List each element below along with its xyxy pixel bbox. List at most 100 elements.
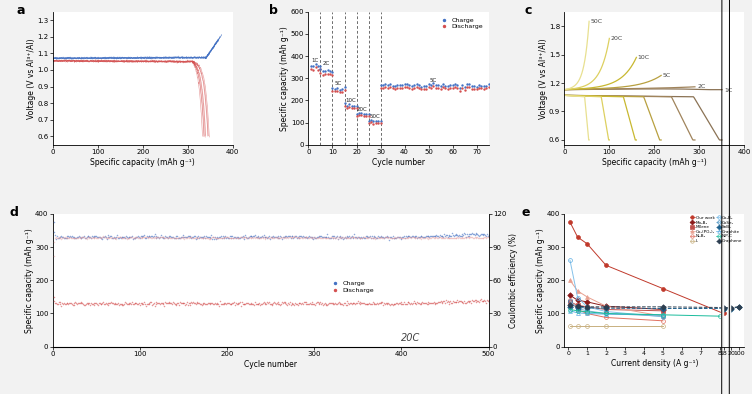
Point xyxy=(312,234,324,241)
Point xyxy=(284,233,296,239)
Point xyxy=(299,299,311,305)
Point xyxy=(47,219,59,225)
Point xyxy=(363,234,375,241)
Point xyxy=(373,234,385,240)
Point xyxy=(265,300,277,307)
Point xyxy=(286,234,298,240)
Point xyxy=(322,71,334,77)
Point xyxy=(71,301,83,307)
Point xyxy=(162,234,174,241)
Point xyxy=(152,234,164,241)
Point xyxy=(244,301,256,307)
Point xyxy=(141,301,153,307)
Point xyxy=(291,234,303,241)
Point xyxy=(207,234,219,240)
Point xyxy=(168,234,180,241)
Point xyxy=(156,234,168,240)
Point xyxy=(181,299,193,305)
Point xyxy=(85,300,97,307)
Point xyxy=(314,299,326,305)
Point xyxy=(168,235,180,242)
Point xyxy=(362,113,374,119)
Point xyxy=(199,299,211,306)
Point xyxy=(80,234,92,241)
Point xyxy=(309,302,321,309)
Point xyxy=(56,234,68,241)
Point xyxy=(205,232,217,238)
Point xyxy=(135,233,147,239)
Point xyxy=(376,235,388,241)
Point xyxy=(284,234,296,240)
Point xyxy=(230,234,242,240)
Point xyxy=(392,234,404,241)
Point xyxy=(422,233,434,239)
Point xyxy=(438,298,450,304)
Point xyxy=(476,235,488,241)
Point xyxy=(445,233,457,239)
Point xyxy=(149,302,161,309)
Point xyxy=(133,234,145,241)
Point xyxy=(223,235,235,241)
Point xyxy=(461,234,473,240)
Text: 10C: 10C xyxy=(345,98,356,102)
Point xyxy=(77,234,89,241)
Point xyxy=(419,234,431,240)
Point xyxy=(215,301,227,307)
Point xyxy=(317,234,329,241)
Point xyxy=(69,235,81,242)
Point xyxy=(49,300,61,307)
Point xyxy=(52,234,64,241)
Point xyxy=(307,235,319,242)
Point xyxy=(407,234,419,240)
Point xyxy=(277,299,290,305)
Point xyxy=(207,234,219,240)
Point xyxy=(352,234,364,241)
Point xyxy=(399,235,411,241)
Point xyxy=(314,233,326,240)
Point xyxy=(230,235,242,241)
Point xyxy=(238,301,250,307)
Point xyxy=(384,234,396,240)
Point xyxy=(135,300,147,307)
Point xyxy=(287,301,299,307)
Point xyxy=(195,234,207,241)
Point xyxy=(347,234,359,240)
Point xyxy=(213,303,225,309)
Point xyxy=(370,118,382,124)
Point xyxy=(103,299,115,306)
Point xyxy=(163,299,175,305)
Point xyxy=(382,85,394,91)
Point xyxy=(359,235,371,242)
Point xyxy=(81,233,93,239)
Point xyxy=(469,297,481,303)
Point xyxy=(474,297,486,303)
Point xyxy=(144,233,156,240)
Point xyxy=(334,301,346,307)
Point xyxy=(191,235,203,241)
Point xyxy=(223,235,235,241)
Point xyxy=(450,235,462,241)
Point xyxy=(326,72,338,78)
Point xyxy=(472,298,484,305)
Point xyxy=(476,297,488,304)
Point xyxy=(161,300,173,307)
Point xyxy=(412,234,424,241)
Point xyxy=(81,299,93,306)
Point xyxy=(270,234,282,241)
Point xyxy=(446,229,458,236)
Point xyxy=(84,234,96,240)
Point xyxy=(350,104,362,111)
Point xyxy=(80,234,92,240)
Point xyxy=(404,301,416,307)
Point xyxy=(90,232,102,239)
Point xyxy=(253,234,265,241)
Point xyxy=(120,300,132,307)
Point xyxy=(302,235,314,242)
Point xyxy=(277,234,289,240)
Point xyxy=(182,234,194,240)
Point xyxy=(230,300,242,307)
Point xyxy=(378,234,390,241)
Point xyxy=(173,234,185,241)
Point xyxy=(101,234,113,241)
Point xyxy=(466,234,478,240)
